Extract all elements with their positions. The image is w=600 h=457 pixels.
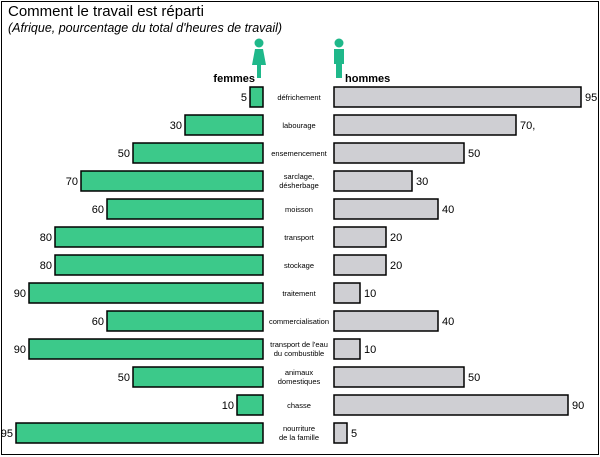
value-label-femmes: 95: [2, 428, 13, 440]
value-label-hommes: 30: [416, 176, 428, 188]
value-label-femmes: 90: [14, 288, 26, 300]
chart-title: Comment le travail est réparti: [8, 3, 204, 20]
chart-subtitle: (Afrique, pourcentage du total d'heures …: [8, 21, 283, 35]
value-label-femmes: 5: [241, 92, 247, 104]
bar-hommes: [333, 282, 361, 304]
category-label: transport de l'eau: [270, 340, 328, 349]
category-label: labourage: [282, 121, 315, 130]
value-label-hommes: 50: [468, 148, 480, 160]
bar-hommes: [333, 142, 465, 164]
value-label-hommes: 40: [442, 204, 454, 216]
bar-femmes: [106, 198, 264, 220]
category-label: désherbage: [279, 181, 319, 190]
bar-hommes: [333, 86, 582, 108]
category-label: du combustible: [274, 349, 324, 358]
woman-icon: [252, 38, 266, 78]
value-label-hommes: 70,: [520, 120, 535, 132]
category-label: défrichement: [277, 93, 321, 102]
bar-hommes: [333, 114, 517, 136]
category-label: de la famille: [279, 433, 319, 442]
category-label: transport: [284, 233, 315, 242]
value-label-hommes: 95: [585, 92, 597, 104]
category-label: nourriture: [283, 424, 315, 433]
bar-femmes: [15, 422, 264, 444]
value-label-femmes: 30: [170, 120, 182, 132]
bar-hommes: [333, 226, 387, 248]
value-label-femmes: 90: [14, 344, 26, 356]
legend-hommes: hommes: [345, 73, 390, 85]
value-label-hommes: 20: [390, 260, 402, 272]
value-label-femmes: 60: [92, 204, 104, 216]
value-label-femmes: 80: [40, 232, 52, 244]
category-label: animaux: [285, 368, 314, 377]
value-label-femmes: 80: [40, 260, 52, 272]
category-label: moisson: [285, 205, 313, 214]
bar-femmes: [28, 338, 264, 360]
value-label-femmes: 60: [92, 316, 104, 328]
category-label: commercialisation: [269, 317, 329, 326]
value-label-hommes: 90: [572, 400, 584, 412]
bar-femmes: [236, 394, 264, 416]
bar-hommes: [333, 338, 361, 360]
value-label-hommes: 50: [468, 372, 480, 384]
bar-hommes: [333, 310, 439, 332]
bar-hommes: [333, 422, 348, 444]
bar-hommes: [333, 198, 439, 220]
value-label-hommes: 20: [390, 232, 402, 244]
bar-femmes: [249, 86, 264, 108]
man-icon: [334, 38, 344, 78]
value-label-hommes: 10: [364, 288, 376, 300]
category-label: traitement: [282, 289, 316, 298]
value-label-femmes: 70: [66, 176, 78, 188]
value-label-hommes: 5: [351, 428, 357, 440]
category-label: domestiques: [278, 377, 321, 386]
value-label-hommes: 10: [364, 344, 376, 356]
bar-femmes: [184, 114, 264, 136]
bar-femmes: [132, 366, 264, 388]
value-label-femmes: 50: [118, 372, 130, 384]
category-label: sarclage,: [284, 172, 314, 181]
legend-femmes: femmes: [213, 73, 255, 85]
value-label-femmes: 10: [222, 400, 234, 412]
bar-femmes: [28, 282, 264, 304]
bar-hommes: [333, 170, 413, 192]
category-label: stockage: [284, 261, 314, 270]
bar-femmes: [54, 226, 264, 248]
bar-hommes: [333, 254, 387, 276]
bar-femmes: [132, 142, 264, 164]
bar-hommes: [333, 394, 569, 416]
category-label: ensemencement: [271, 149, 327, 158]
bar-femmes: [106, 310, 264, 332]
category-label: chasse: [287, 401, 311, 410]
bar-femmes: [54, 254, 264, 276]
value-label-femmes: 50: [118, 148, 130, 160]
value-label-hommes: 40: [442, 316, 454, 328]
bar-hommes: [333, 366, 465, 388]
bar-femmes: [80, 170, 264, 192]
